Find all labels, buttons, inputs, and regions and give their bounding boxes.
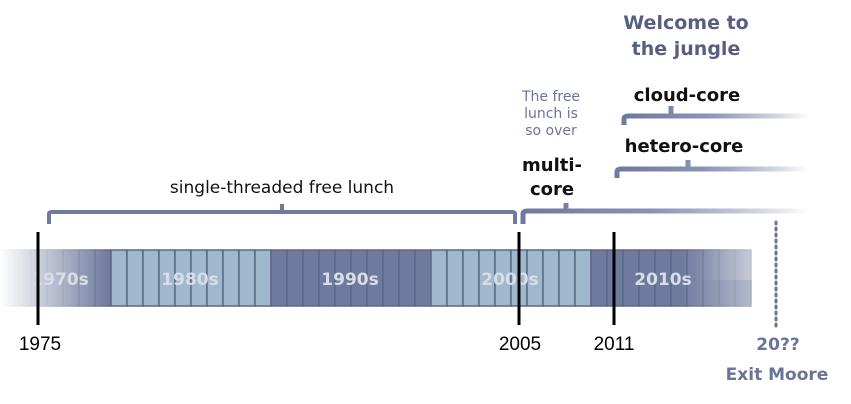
year-1975: 1975 xyxy=(19,334,61,355)
decade-label-1980s: 1980s xyxy=(161,270,218,290)
decade-cell-2000s xyxy=(430,249,448,307)
decade-cell-2000s xyxy=(462,249,480,307)
decade-label-1970s: 1970s xyxy=(31,270,88,290)
note-line1: The free xyxy=(521,89,580,105)
decade-cell-1990s xyxy=(398,249,416,307)
year-2005: 2005 xyxy=(499,334,541,355)
decade-cell-2000s xyxy=(446,249,464,307)
hetero-core-bracket xyxy=(614,160,810,178)
multi-core-label-line2: core xyxy=(530,179,574,200)
multi-core-label-line1: multi- xyxy=(522,155,582,176)
left-fade xyxy=(0,248,110,308)
year-future: 20?? xyxy=(756,335,799,355)
decade-cell-1990s xyxy=(414,249,432,307)
decade-label-1990s: 1990s xyxy=(321,270,378,290)
decade-cell-1990s xyxy=(382,249,400,307)
decade-cell-2000s xyxy=(558,249,576,307)
decade-cell-1980s xyxy=(254,249,272,307)
decade-cell-1990s xyxy=(270,249,288,307)
note-line2: lunch is xyxy=(524,106,578,122)
decade-cell-2000s xyxy=(574,249,592,307)
decade-cell-1980s xyxy=(110,249,128,307)
exit-moore-label: Exit Moore xyxy=(726,365,829,385)
cloud-core-bracket xyxy=(621,106,810,125)
multi-core-bracket xyxy=(520,203,810,224)
hetero-core-label: hetero-core xyxy=(625,136,744,157)
decade-cell-1980s xyxy=(142,249,160,307)
decade-cell-1990s xyxy=(302,249,320,307)
decade-label-2000s: 2000s xyxy=(481,270,538,290)
decade-cell-2010s xyxy=(590,249,608,307)
title-line2: the jungle xyxy=(632,38,741,60)
decade-cell-2000s xyxy=(542,249,560,307)
decade-label-2010s: 2010s xyxy=(634,270,691,290)
note-line3: so over xyxy=(525,123,577,139)
year-2011: 2011 xyxy=(594,334,635,355)
title-line1: Welcome to xyxy=(623,12,748,34)
decade-cell-1980s xyxy=(222,249,240,307)
decade-cell-1990s xyxy=(286,249,304,307)
single-threaded-bracket xyxy=(47,204,517,224)
decade-cell-1980s xyxy=(238,249,256,307)
cloud-core-label: cloud-core xyxy=(634,85,741,106)
right-cap xyxy=(830,248,851,308)
decade-cell-1980s xyxy=(126,249,144,307)
single-threaded-label: single-threaded free lunch xyxy=(170,178,394,198)
